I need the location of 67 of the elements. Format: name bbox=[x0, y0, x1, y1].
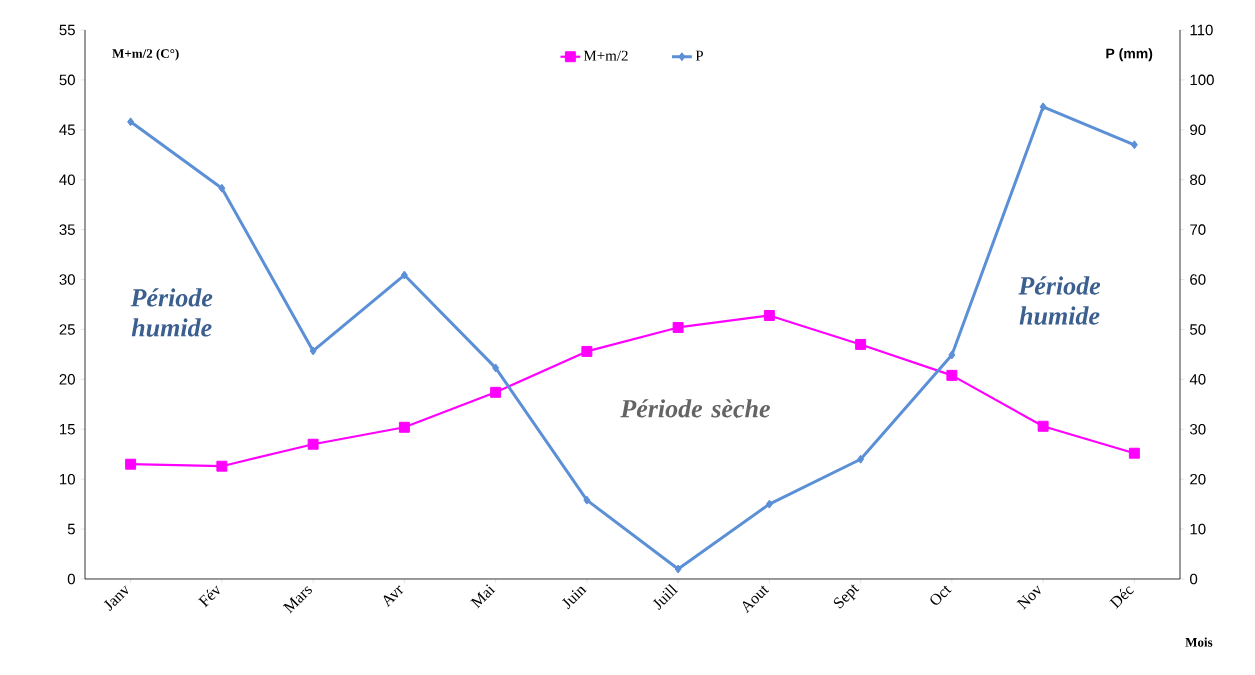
legend-label: M+m/2 bbox=[583, 50, 628, 61]
y2-tick-label: 20 bbox=[1190, 473, 1206, 485]
x-tick-label: Mai bbox=[470, 584, 496, 609]
point bbox=[216, 460, 228, 472]
y-tick-label: 35 bbox=[59, 224, 75, 235]
x-tick-label: Nov bbox=[1016, 585, 1041, 610]
point bbox=[672, 321, 684, 333]
point bbox=[948, 350, 956, 360]
point bbox=[1039, 102, 1047, 112]
point bbox=[398, 421, 410, 433]
y2-tick-label: 70 bbox=[1190, 224, 1206, 235]
x-tick-label: Juin bbox=[561, 586, 587, 610]
y-tick-label: 20 bbox=[59, 374, 75, 385]
y2-tick-label: 60 bbox=[1190, 274, 1206, 285]
y2-tick-label: 30 bbox=[1190, 423, 1206, 435]
y2-tick-label: 90 bbox=[1190, 124, 1206, 136]
point bbox=[1128, 447, 1140, 459]
y2-tick-label: 80 bbox=[1190, 174, 1206, 186]
point bbox=[581, 345, 593, 357]
point bbox=[583, 495, 591, 505]
x-axis-title: Mois bbox=[1185, 637, 1213, 647]
y-tick-label: 30 bbox=[59, 274, 75, 285]
y-tick-label: 5 bbox=[67, 523, 75, 535]
y-tick-label: 55 bbox=[59, 24, 75, 36]
point bbox=[674, 564, 682, 574]
y-tick-label: 50 bbox=[59, 74, 75, 86]
point bbox=[492, 363, 500, 373]
x-tick-label: Aout bbox=[742, 585, 770, 614]
x-tick-label: Oct bbox=[930, 585, 952, 605]
annotation: Période sèche bbox=[620, 399, 770, 418]
y-tick-label: 10 bbox=[60, 473, 75, 485]
point bbox=[1130, 140, 1138, 150]
point bbox=[763, 310, 775, 321]
x-tick-label: Fév bbox=[198, 585, 220, 608]
point bbox=[855, 338, 867, 350]
point bbox=[307, 438, 319, 450]
y2-axis-title: P (mm) bbox=[1106, 48, 1153, 62]
y2-tick-label: 10 bbox=[1190, 523, 1206, 535]
x-tick-label: Sept bbox=[833, 584, 860, 609]
annotation: Période humide bbox=[130, 288, 213, 337]
point bbox=[1037, 420, 1049, 432]
point bbox=[765, 499, 773, 509]
y-axis-title: M+m/2 (C°) bbox=[112, 48, 179, 61]
point bbox=[400, 270, 408, 280]
x-tick-label: Janv bbox=[103, 585, 129, 612]
x-tick-label: Juill bbox=[652, 584, 679, 610]
y2-tick-label: 100 bbox=[1190, 74, 1214, 86]
point bbox=[490, 386, 502, 398]
point bbox=[309, 346, 317, 356]
x-tick-label: Avr bbox=[383, 585, 404, 608]
y2-tick-label: 50 bbox=[1190, 324, 1206, 335]
y2-tick-label: 110 bbox=[1190, 24, 1213, 36]
y-tick-label: 45 bbox=[59, 124, 75, 136]
y-tick-label: 15 bbox=[60, 424, 75, 435]
y-tick-label: 40 bbox=[59, 174, 75, 186]
y2-tick-label: 0 bbox=[1190, 573, 1198, 585]
annotation: Période humide bbox=[1018, 276, 1101, 325]
point bbox=[125, 458, 137, 470]
legend-label: P bbox=[695, 50, 704, 61]
x-tick-label: Déc bbox=[1109, 586, 1134, 609]
point bbox=[946, 369, 958, 381]
point bbox=[857, 454, 865, 464]
point bbox=[127, 117, 135, 127]
y2-tick-label: 40 bbox=[1189, 374, 1206, 385]
y-tick-label: 25 bbox=[59, 324, 75, 335]
y-tick-label: 0 bbox=[67, 573, 75, 585]
point bbox=[218, 183, 226, 193]
